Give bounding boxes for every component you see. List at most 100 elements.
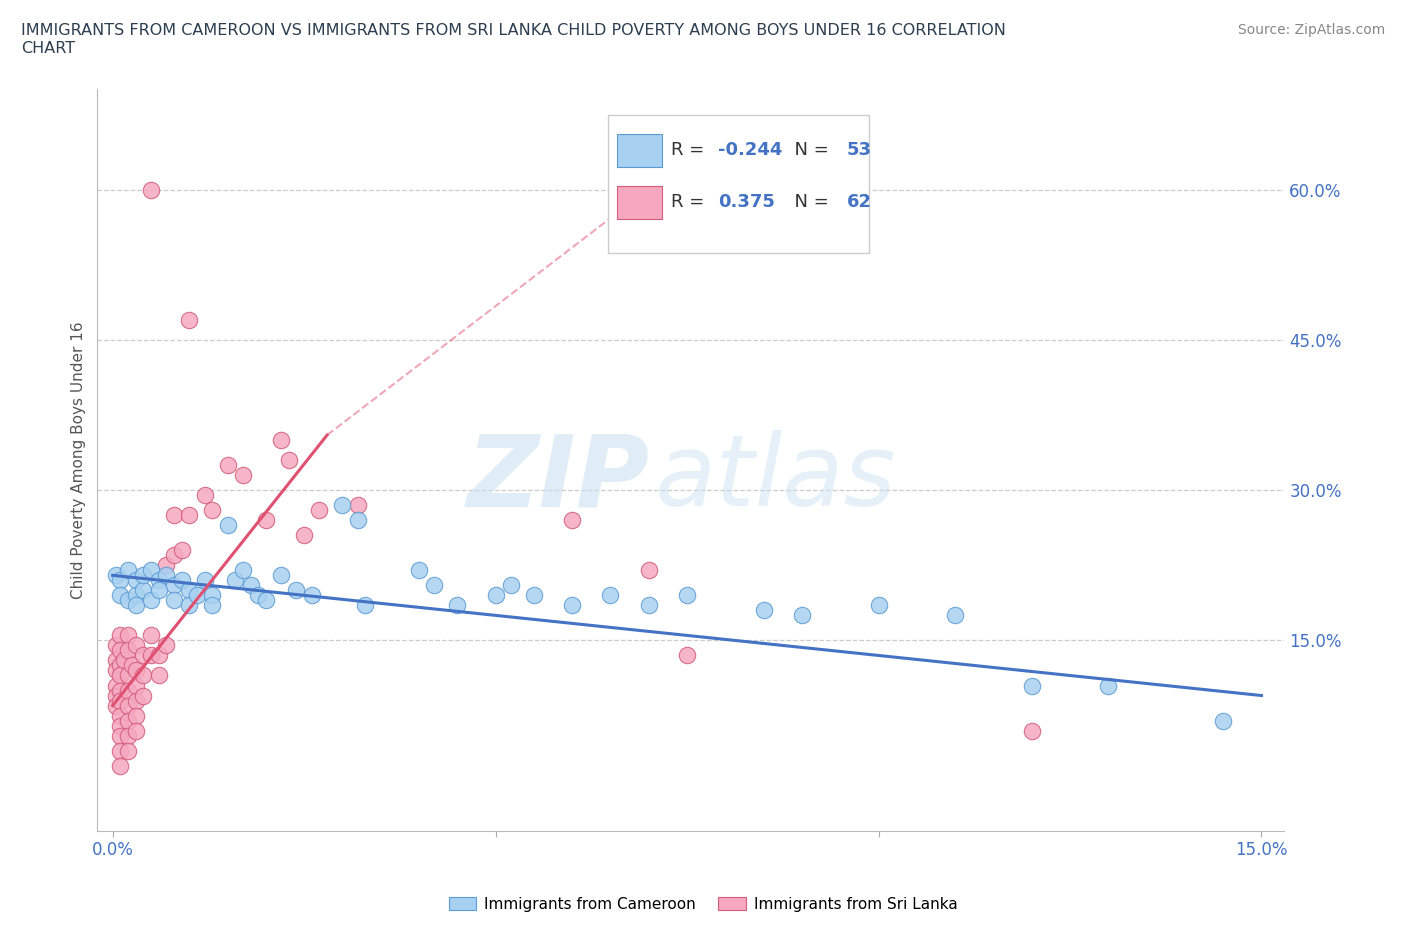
Point	[163, 508, 186, 523]
Point	[124, 573, 146, 588]
Point	[943, 608, 966, 623]
Point	[110, 573, 132, 588]
Point	[148, 648, 170, 663]
Point	[124, 678, 146, 693]
Point	[110, 708, 132, 723]
Point	[132, 688, 155, 703]
Point	[132, 648, 155, 663]
Point	[110, 668, 132, 683]
Point	[124, 663, 146, 678]
Point	[110, 758, 132, 773]
Point	[117, 728, 139, 743]
Point	[124, 588, 146, 603]
Text: R =: R =	[671, 193, 716, 211]
Point	[148, 573, 170, 588]
Point	[484, 588, 506, 603]
Point	[346, 498, 368, 512]
Point	[637, 563, 659, 578]
Point	[155, 558, 177, 573]
Point	[308, 503, 330, 518]
Point	[139, 563, 162, 578]
Text: IMMIGRANTS FROM CAMEROON VS IMMIGRANTS FROM SRI LANKA CHILD POVERTY AMONG BOYS U: IMMIGRANTS FROM CAMEROON VS IMMIGRANTS F…	[21, 23, 1005, 56]
Point	[193, 487, 215, 502]
Point	[868, 598, 890, 613]
Point	[292, 528, 315, 543]
Point	[217, 518, 239, 533]
Point	[117, 668, 139, 683]
Point	[170, 543, 193, 558]
Point	[124, 724, 146, 738]
Y-axis label: Child Poverty Among Boys Under 16: Child Poverty Among Boys Under 16	[72, 321, 86, 599]
Point	[110, 658, 132, 673]
Point	[232, 468, 254, 483]
Point	[110, 728, 132, 743]
Point	[105, 568, 128, 583]
Point	[110, 683, 132, 698]
Point	[224, 573, 246, 588]
Point	[1021, 678, 1043, 693]
Point	[186, 588, 208, 603]
Point	[232, 563, 254, 578]
Point	[254, 512, 277, 527]
Text: atlas: atlas	[655, 431, 897, 527]
Point	[124, 638, 146, 653]
Text: N =: N =	[783, 193, 835, 211]
Point	[139, 648, 162, 663]
Bar	[607, 115, 869, 253]
Point	[117, 563, 139, 578]
Bar	[617, 134, 662, 167]
Point	[179, 598, 201, 613]
Point	[110, 643, 132, 658]
Point	[1021, 724, 1043, 738]
Text: Source: ZipAtlas.com: Source: ZipAtlas.com	[1237, 23, 1385, 37]
Point	[155, 568, 177, 583]
Point	[1212, 713, 1234, 728]
Point	[132, 568, 155, 583]
Point	[201, 598, 224, 613]
Point	[179, 508, 201, 523]
Point	[155, 638, 177, 653]
Text: 0.375: 0.375	[718, 193, 775, 211]
Point	[163, 548, 186, 563]
Text: R =: R =	[671, 141, 710, 159]
Point	[285, 583, 308, 598]
Text: 62: 62	[846, 193, 872, 211]
Point	[523, 588, 546, 603]
Point	[599, 588, 621, 603]
Legend: Immigrants from Cameroon, Immigrants from Sri Lanka: Immigrants from Cameroon, Immigrants fro…	[443, 890, 963, 918]
Point	[105, 653, 128, 668]
Point	[561, 598, 583, 613]
Point	[346, 512, 368, 527]
Point	[423, 578, 446, 592]
Point	[179, 312, 201, 327]
Point	[117, 683, 139, 698]
Text: 53: 53	[846, 141, 872, 159]
Point	[193, 573, 215, 588]
Point	[124, 693, 146, 708]
Point	[139, 182, 162, 197]
Point	[124, 708, 146, 723]
Point	[132, 583, 155, 598]
Point	[148, 583, 170, 598]
Point	[139, 593, 162, 608]
Point	[217, 458, 239, 472]
Bar	[617, 186, 662, 219]
Point	[110, 743, 132, 758]
Point	[201, 503, 224, 518]
Point	[110, 718, 132, 733]
Point	[752, 603, 775, 618]
Point	[117, 713, 139, 728]
Point	[105, 698, 128, 713]
Point	[110, 628, 132, 643]
Point	[354, 598, 377, 613]
Text: ZIP: ZIP	[467, 431, 650, 527]
Point	[170, 573, 193, 588]
Point	[110, 588, 132, 603]
Point	[117, 628, 139, 643]
Point	[301, 588, 323, 603]
Point	[163, 593, 186, 608]
Point	[179, 583, 201, 598]
Point	[110, 693, 132, 708]
Point	[105, 688, 128, 703]
Point	[637, 598, 659, 613]
